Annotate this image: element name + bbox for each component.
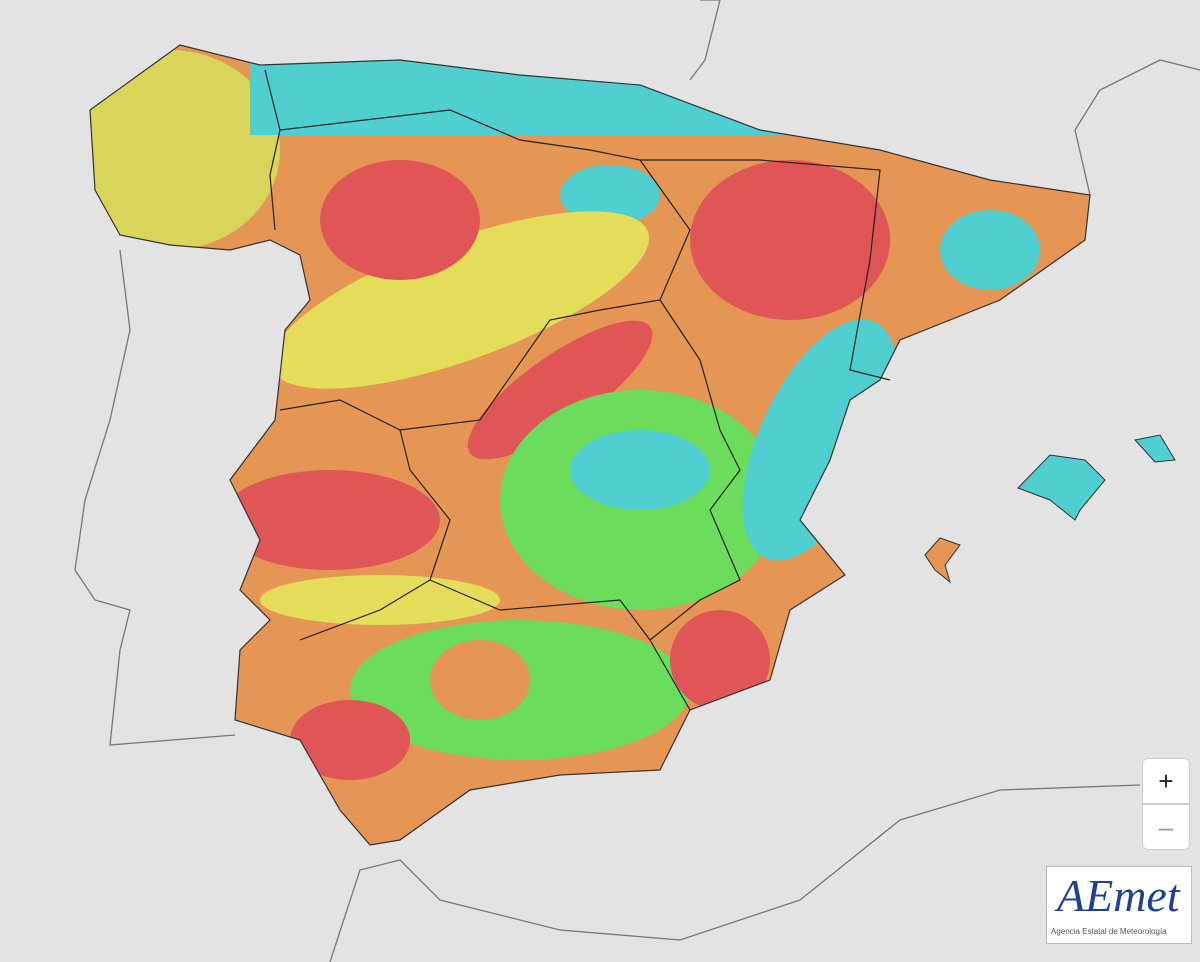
zoom-in[interactable]: + [1142, 758, 1190, 804]
coastlines [74, 0, 1200, 962]
logo: AEmet Agencia Estatal de Meteorología [1046, 866, 1192, 944]
spain-outline [89, 44, 1091, 846]
logo-name: AEmet [1057, 870, 1180, 921]
zoom-out[interactable]: – [1142, 804, 1190, 850]
region-borders [264, 69, 891, 711]
balearic-islands [924, 434, 1176, 584]
logo-subtitle: Agencia Estatal de Meteorología [1051, 927, 1167, 936]
